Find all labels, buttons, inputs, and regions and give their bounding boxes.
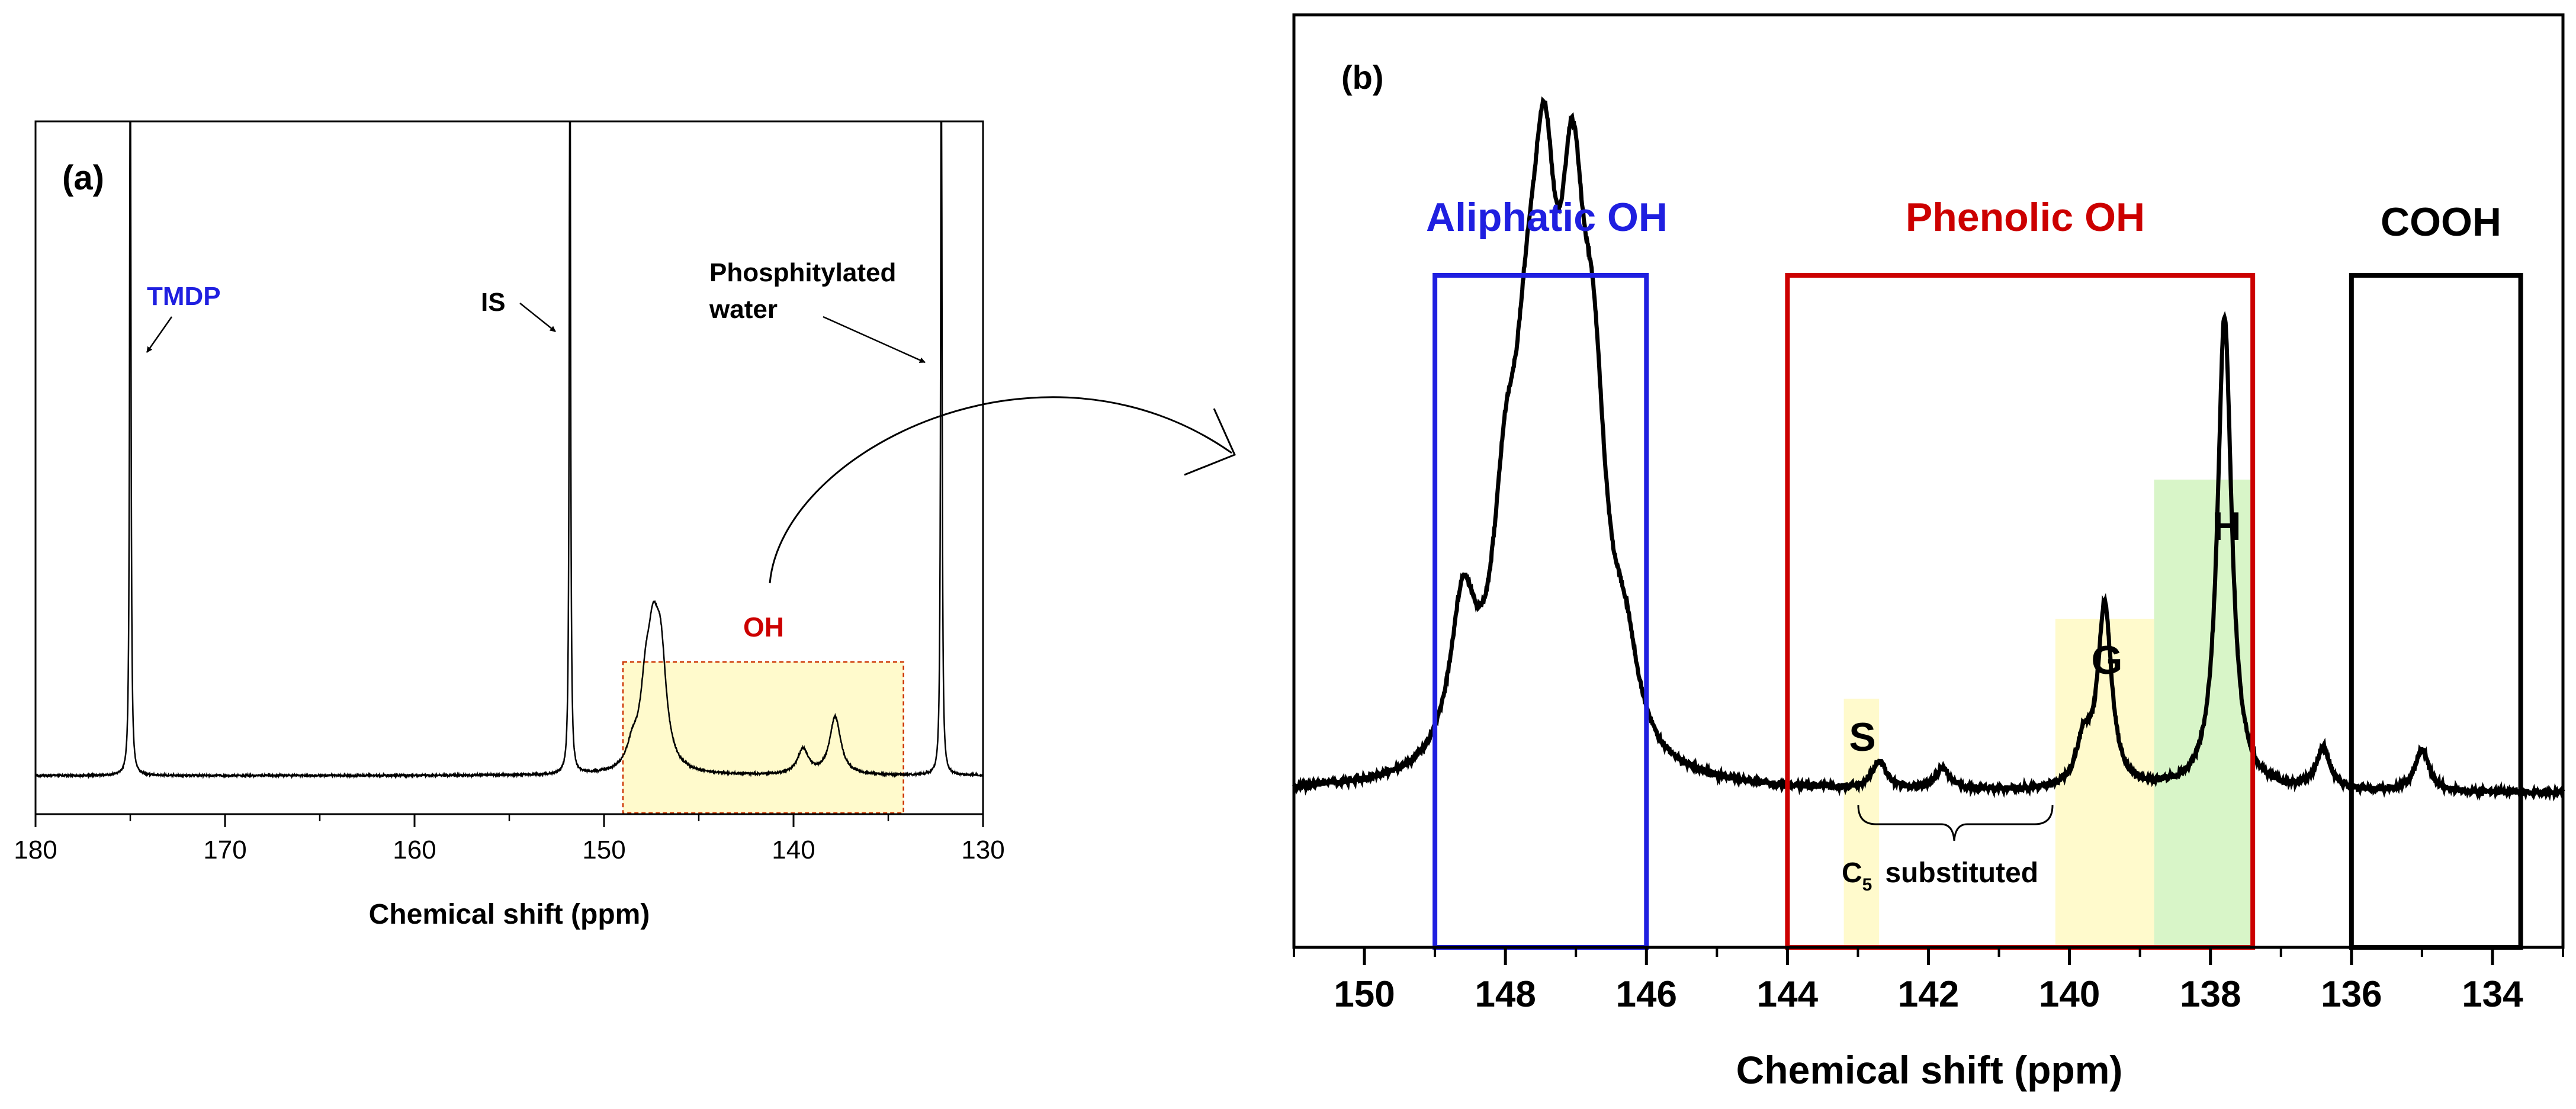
annotation-phosphitylated: Phosphitylated: [709, 258, 896, 287]
panel-b-x-tick-label: 144: [1757, 974, 1819, 1015]
oh-highlight-region: [622, 661, 904, 814]
panel-a-chart: 180 170 160 150 140 130 (a) TMDP IS Phosphity…: [14, 120, 1005, 930]
panel-b-shaded-bands: [1843, 480, 2253, 947]
band-label-g: G: [2092, 638, 2123, 683]
panel-a-label: (a): [62, 159, 104, 197]
arrow-is: [519, 303, 556, 332]
panel-b-x-tick-label: 142: [1898, 974, 1959, 1015]
c5-brace: [1857, 805, 2054, 841]
shaded-band-g: [2055, 619, 2154, 947]
spectrum-line-full: [34, 120, 984, 780]
annotation-tmdp: TMDP: [147, 282, 221, 311]
panel-a-x-ticks: 180 170 160 150 140 130: [14, 814, 1005, 864]
panel-a-x-axis-label: Chemical shift (ppm): [369, 899, 650, 930]
arrow-tmdp: [146, 316, 173, 353]
shaded-band-h: [2154, 480, 2253, 947]
panel-b-x-tick-label: 136: [2321, 974, 2382, 1015]
panel-b-x-tick-label: 134: [2462, 974, 2523, 1015]
panel-a-x-tick-label: 180: [14, 835, 57, 864]
panel-b-x-tick-label: 148: [1475, 974, 1536, 1015]
panel-b-frame: [1292, 13, 2565, 949]
c5-subscript: 5: [1862, 875, 1872, 895]
region-box-2: [2349, 273, 2523, 950]
c5-main: C: [1842, 857, 1862, 889]
region-label-aliphatic: Aliphatic OH: [1426, 195, 1668, 240]
connector-arrowhead: [1184, 408, 1236, 476]
c5-after: substituted: [1885, 857, 2038, 889]
panel-b-label: (b): [1341, 59, 1384, 96]
panel-b-x-tick-label: 138: [2180, 974, 2241, 1015]
panel-a-x-tick-label: 150: [582, 835, 625, 864]
arrow-water: [823, 316, 926, 364]
band-label-s: S: [1849, 715, 1875, 760]
panel-a-x-tick-label: 170: [203, 835, 246, 864]
panel-a-x-tick-label: 140: [772, 835, 815, 864]
panel-b-x-tick-label: 146: [1616, 974, 1677, 1015]
c5-substituted-label: C5 substituted: [1842, 857, 2038, 895]
panel-b-x-tick-label: 140: [2039, 974, 2100, 1015]
connector-arrow: [769, 396, 1232, 584]
panel-a-x-tick-label: 130: [961, 835, 1004, 864]
shaded-band-s: [1843, 699, 1880, 947]
panel-a-x-tick-label: 160: [393, 835, 436, 864]
panel-b-x-axis-label: Chemical shift (ppm): [1736, 1048, 2123, 1092]
annotation-is: IS: [481, 288, 506, 317]
panel-b-chart: 150 148 146 144 142 140 138 136 134 (b) Aliphati…: [1292, 13, 2565, 1092]
region-label-cooh: COOH: [2381, 200, 2501, 245]
band-label-h: H: [2212, 504, 2241, 549]
region-label-phenolic: Phenolic OH: [1906, 195, 2145, 240]
panel-b-x-tick-label: 150: [1334, 974, 1395, 1015]
region-box-0: [1432, 273, 1649, 950]
annotation-water: water: [709, 295, 778, 324]
panel-b-x-ticks: 150 148 146 144 142 140 138 136 134: [1293, 947, 2564, 1015]
annotation-oh: OH: [743, 612, 784, 642]
